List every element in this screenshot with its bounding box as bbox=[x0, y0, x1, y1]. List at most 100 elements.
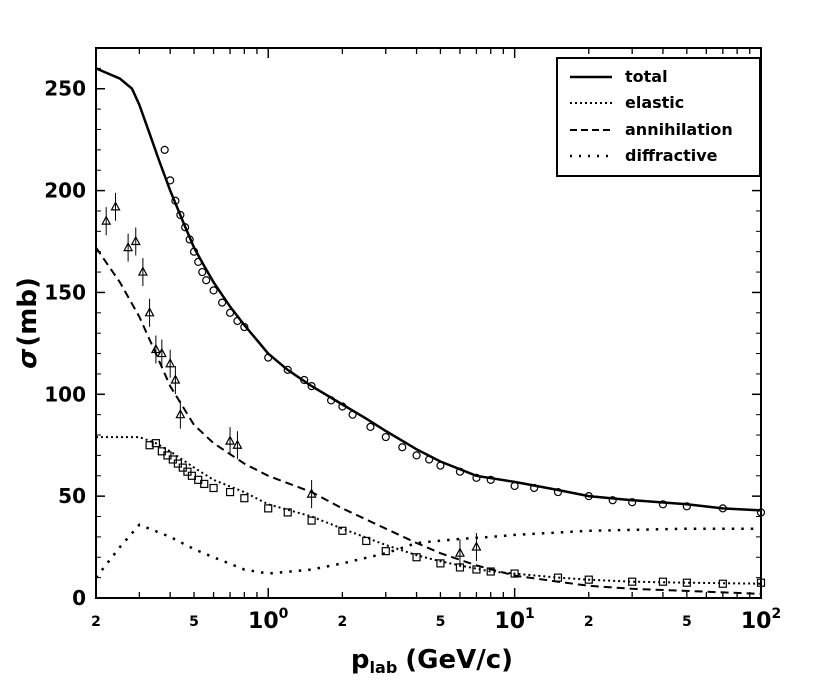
series-line-annihilation bbox=[95, 247, 762, 595]
point-elastic bbox=[628, 577, 637, 586]
point-total bbox=[233, 316, 242, 326]
point-total bbox=[530, 483, 539, 493]
y-axis-unit: (mb) bbox=[13, 277, 43, 346]
point-elastic bbox=[682, 578, 691, 587]
point-elastic bbox=[151, 439, 160, 448]
point-total bbox=[160, 145, 169, 154]
point-elastic bbox=[200, 479, 209, 489]
point-total bbox=[756, 508, 766, 517]
point-total bbox=[398, 443, 407, 452]
point-total bbox=[472, 473, 481, 482]
legend-label-annihilation: annihilation bbox=[625, 120, 733, 139]
x-axis-main: p bbox=[351, 645, 370, 675]
point-total bbox=[348, 410, 357, 419]
point-total bbox=[628, 498, 637, 507]
point-total bbox=[209, 286, 218, 295]
series-line-total bbox=[95, 67, 762, 512]
point-elastic bbox=[472, 565, 481, 574]
point-total bbox=[553, 487, 563, 497]
x-axis-unit: (GeV/c) bbox=[405, 645, 513, 675]
point-total bbox=[189, 247, 199, 256]
y-tick-label-50: 50 bbox=[58, 484, 86, 508]
point-total bbox=[608, 496, 617, 505]
plot-frame bbox=[95, 47, 762, 599]
point-elastic bbox=[307, 516, 316, 525]
point-total bbox=[181, 223, 190, 232]
point-elastic bbox=[486, 567, 495, 576]
point-total bbox=[171, 196, 180, 205]
point-total bbox=[202, 276, 211, 285]
series-line-elastic bbox=[96, 436, 762, 585]
point-total bbox=[283, 365, 292, 374]
y-tick-label-0: 0 bbox=[72, 586, 86, 610]
point-elastic bbox=[553, 573, 563, 582]
point-total bbox=[486, 475, 495, 484]
point-total bbox=[425, 455, 434, 464]
x-tick-label-10e2: 102 bbox=[741, 606, 781, 634]
point-elastic bbox=[718, 579, 727, 588]
x-tick-label-10e0: 100 bbox=[248, 606, 289, 634]
x-tick-label-5: 5 bbox=[189, 614, 199, 630]
point-total bbox=[307, 382, 316, 391]
point-total bbox=[510, 481, 519, 491]
x-tick-labels: 2 5 100 2 5 101 2 5 102 bbox=[91, 606, 781, 634]
point-total bbox=[338, 402, 347, 411]
series-layer bbox=[95, 67, 762, 595]
point-total bbox=[218, 298, 227, 307]
y-tick-labels: 0 50 100 150 200 250 bbox=[44, 77, 86, 610]
point-elastic bbox=[283, 508, 292, 517]
x-tick-label-2: 2 bbox=[91, 614, 101, 630]
point-total bbox=[436, 461, 445, 470]
point-total bbox=[366, 422, 375, 431]
x-axis-sub: lab bbox=[370, 658, 398, 677]
x-tick-label-2: 2 bbox=[584, 614, 594, 630]
x-axis-title: plab (GeV/c) bbox=[351, 645, 513, 677]
point-total bbox=[194, 257, 203, 266]
series-line-diffractive bbox=[95, 523, 761, 579]
point-total bbox=[225, 308, 235, 317]
point-elastic bbox=[225, 487, 235, 497]
y-tick-label-150: 150 bbox=[44, 280, 86, 304]
y-axis-title: σ(mb) bbox=[13, 277, 43, 369]
legend-label-diffractive: diffractive bbox=[625, 146, 718, 165]
point-total bbox=[198, 267, 207, 277]
point-elastic bbox=[264, 504, 273, 513]
point-elastic bbox=[584, 575, 593, 584]
point-elastic bbox=[658, 577, 668, 586]
point-elastic bbox=[362, 536, 371, 546]
point-total bbox=[166, 176, 175, 185]
point-total bbox=[682, 502, 691, 511]
x-tick-label-5: 5 bbox=[682, 614, 692, 630]
point-total bbox=[185, 235, 194, 244]
legend-label-total: total bbox=[625, 67, 668, 86]
point-elastic bbox=[240, 494, 249, 503]
data-points-layer bbox=[101, 145, 766, 588]
y-tick-label-200: 200 bbox=[44, 179, 86, 203]
point-total bbox=[718, 504, 727, 513]
point-total bbox=[327, 396, 336, 405]
point-elastic bbox=[381, 547, 390, 556]
svg-text:σ(mb): σ(mb) bbox=[13, 277, 43, 369]
point-elastic bbox=[145, 441, 154, 450]
point-elastic bbox=[209, 483, 218, 493]
legend-label-elastic: elastic bbox=[625, 93, 684, 112]
x-tick-label-2: 2 bbox=[338, 614, 348, 630]
point-total bbox=[176, 210, 185, 220]
point-elastic bbox=[756, 578, 766, 587]
point-elastic bbox=[436, 559, 445, 568]
y-tick-label-250: 250 bbox=[44, 77, 86, 101]
point-total bbox=[240, 322, 249, 332]
x-tick-label-5: 5 bbox=[436, 614, 446, 630]
x-tick-label-10e1: 101 bbox=[494, 606, 534, 634]
legend: total elastic annihilation diffractive bbox=[556, 57, 761, 177]
point-total bbox=[412, 451, 421, 460]
point-total bbox=[300, 375, 309, 385]
point-elastic bbox=[510, 569, 519, 578]
point-total bbox=[381, 432, 390, 442]
point-elastic bbox=[338, 526, 347, 535]
point-total bbox=[658, 500, 668, 509]
point-total bbox=[455, 467, 465, 476]
point-elastic bbox=[412, 553, 421, 562]
point-total bbox=[584, 492, 593, 501]
